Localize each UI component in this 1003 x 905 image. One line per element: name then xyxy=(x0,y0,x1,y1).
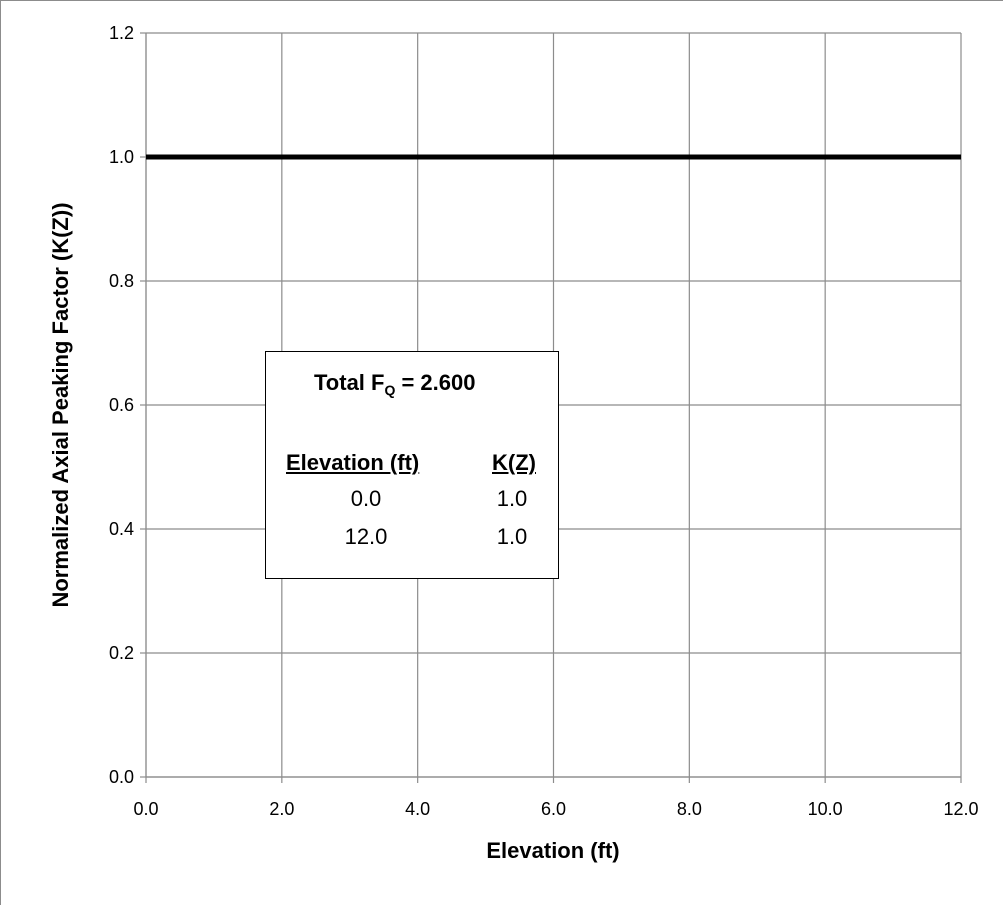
annotation-row-2-elevation: 12.0 xyxy=(344,524,388,549)
annotation-title-subscript: Q xyxy=(384,382,396,398)
x-tick-label: 6.0 xyxy=(541,799,566,819)
x-tick-label: 2.0 xyxy=(269,799,294,819)
annotation-title-suffix: = 2.600 xyxy=(395,370,476,395)
annotation-row-1-kz: 1.0 xyxy=(496,486,528,511)
y-tick-label: 1.0 xyxy=(109,147,134,167)
x-axis-title: Elevation (ft) xyxy=(486,838,619,863)
y-tick-label: 1.2 xyxy=(109,23,134,43)
y-tick-label: 0.6 xyxy=(109,395,134,415)
annotation-row-2-kz: 1.0 xyxy=(496,524,528,549)
y-axis-title: Normalized Axial Peaking Factor (K(Z)) xyxy=(48,202,73,607)
x-tick-label: 10.0 xyxy=(808,799,843,819)
annotation-header-elevation: Elevation (ft) xyxy=(286,450,420,475)
y-tick-label: 0.0 xyxy=(109,767,134,787)
annotation-title-prefix: Total F xyxy=(314,370,385,395)
annotation-title: Total FQ = 2.600 xyxy=(314,370,476,398)
x-tick-label: 4.0 xyxy=(405,799,430,819)
tick-labels: 0.0 2.0 4.0 6.0 8.0 10.0 12.0 0.0 0.2 0.4 0.6 0.8 1.… xyxy=(109,23,979,819)
y-tick-label: 0.8 xyxy=(109,271,134,291)
x-tick-label: 8.0 xyxy=(677,799,702,819)
x-tick-label: 12.0 xyxy=(943,799,978,819)
y-tick-label: 0.2 xyxy=(109,643,134,663)
x-tick-label: 0.0 xyxy=(133,799,158,819)
annotation-header-kz: K(Z) xyxy=(492,450,536,475)
annotation-row-1-elevation: 0.0 xyxy=(350,486,382,511)
y-tick-label: 0.4 xyxy=(109,519,134,539)
annotation-box: Total FQ = 2.600 Elevation (ft) K(Z) 0.0… xyxy=(265,351,559,579)
